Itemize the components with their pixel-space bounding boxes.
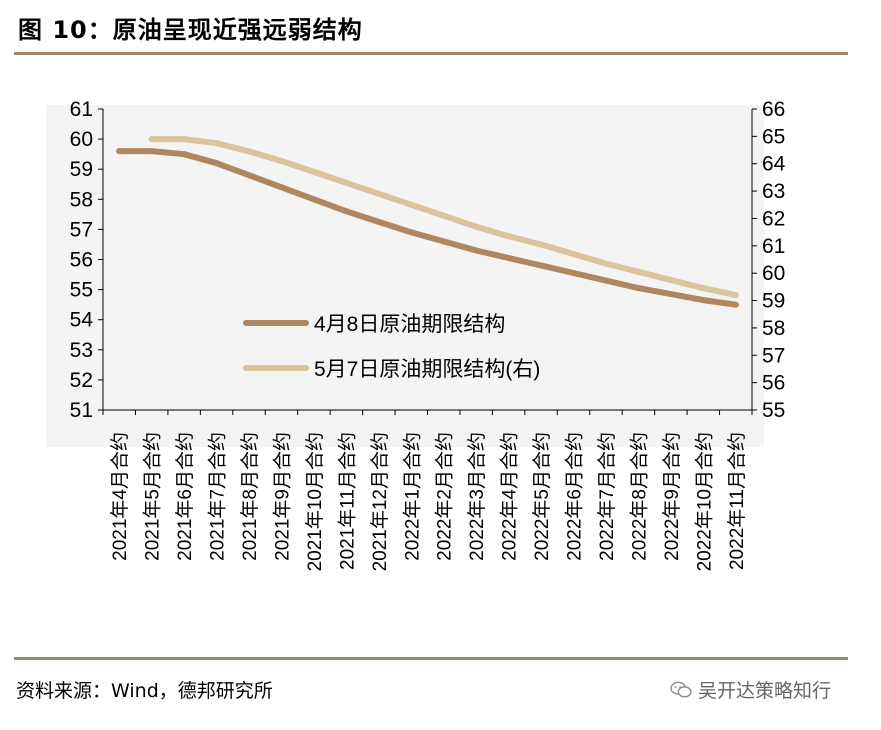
series-1-point [246,172,253,179]
series-1-point [213,160,220,167]
series-1-point [375,218,382,225]
series-2-point [473,223,480,230]
series-1-point [602,277,609,284]
series-2-point [700,285,707,292]
line-chart: 51 52 53 54 55 56 57 58 59 60 61 55 56 57 58 59 60 61 62 63… [46,98,786,571]
x-tick-label: 2021年12月合约 [369,432,391,571]
left-tick-label: 61 [70,98,93,121]
right-tick-label: 61 [762,235,785,258]
top-divider [14,52,848,55]
x-tick-label: 2022年3月合约 [466,432,488,561]
right-tick-label: 63 [762,180,785,203]
series-2-point [667,277,674,284]
series-1-point [343,208,350,215]
left-tick-label: 54 [70,309,94,332]
left-tick-label: 58 [70,188,93,211]
left-tick-label: 52 [70,369,93,392]
left-tick-label: 57 [70,218,93,241]
series-2-point [408,201,415,208]
series-2-point [440,212,447,219]
x-tick-label: 2021年5月合约 [142,432,164,561]
series-2-point [505,233,512,240]
series-2-point [213,140,220,147]
series-2-point [570,251,577,258]
series-1-point [408,229,415,236]
series-2-point [538,241,545,248]
left-tick-label: 56 [70,249,93,272]
x-tick-label: 2021年6月合约 [174,432,196,561]
right-tick-label: 65 [762,125,785,148]
series-2-point [278,157,285,164]
watermark: 吴开达策略知行 [670,676,831,703]
series-1-point [473,247,480,254]
right-tick-label: 66 [762,98,785,121]
source-note: 资料来源：Wind，德邦研究所 [16,680,273,702]
left-tick-label: 55 [70,279,93,302]
left-tick-label: 59 [70,158,93,181]
series-1-point [667,291,674,298]
left-tick-label: 60 [70,128,93,151]
x-tick-label: 2022年11月合约 [726,432,748,570]
series-2-point [732,292,739,299]
series-1-point [635,285,642,292]
x-tick-label: 2021年10月合约 [304,432,326,571]
series-2-point [343,179,350,186]
series-2-point [635,268,642,275]
series-line-1 [116,148,739,308]
right-tick-label: 60 [762,262,785,285]
series-1-point [310,196,317,203]
wechat-icon [670,681,692,697]
legend-label-2: 5月7日原油期限结构(右) [314,358,540,381]
figure-title: 图 10：原油呈现近强远弱结构 [18,16,363,44]
x-tick-label: 2022年5月合约 [531,432,553,561]
x-tick-label: 2021年7月合约 [207,432,229,561]
series-1-point [181,151,188,158]
x-tick-label: 2021年8月合约 [239,432,261,561]
x-tick-label: 2021年9月合约 [271,432,293,561]
watermark-text: 吴开达策略知行 [698,680,832,702]
right-tick-label: 64 [762,153,786,176]
left-tick-label: 53 [70,339,93,362]
chart-legend: 4月8日原油期限结构 5月7日原油期限结构(右) [243,313,540,381]
x-tick-label: 2022年6月合约 [564,432,586,561]
series-1-point [570,270,577,277]
series-2-point [310,168,317,175]
series-1-point [440,238,447,245]
series-2-point [602,260,609,267]
series-1-point [278,184,285,191]
x-tick-label: 2022年2月合约 [434,432,456,561]
series-2-point [375,190,382,197]
bottom-divider [14,657,848,660]
x-tick-label: 2022年8月合约 [628,432,650,561]
series-2-point [246,148,253,155]
x-tick-label: 2022年10月合约 [693,432,715,571]
series-1-point [700,297,707,304]
series-1-point [538,262,545,269]
x-tick-label: 2022年4月合约 [499,432,521,561]
x-tick-label: 2021年11月合约 [336,432,358,570]
series-2-point [181,136,188,143]
series-2-point [148,136,155,143]
x-tick-label: 2021年4月合约 [109,432,131,561]
right-tick-label: 57 [762,344,785,367]
x-tick-label: 2022年9月合约 [661,432,683,561]
x-tick-label: 2022年1月合约 [401,432,423,561]
chart-series [116,136,739,308]
right-tick-label: 62 [762,207,785,230]
right-tick-label: 56 [762,372,785,395]
right-tick-label: 59 [762,290,785,313]
series-1-point [116,148,123,155]
series-1-point [148,148,155,155]
legend-label-1: 4月8日原油期限结构 [314,313,505,336]
series-1-point [505,254,512,261]
right-tick-label: 58 [762,317,785,340]
left-tick-label: 51 [70,399,93,422]
x-tick-label: 2022年7月合约 [596,432,618,561]
series-1-point [732,301,739,308]
right-tick-label: 55 [762,399,785,422]
chart-axes: 51 52 53 54 55 56 57 58 59 60 61 55 56 57 58 59 60 61 62 63… [70,98,786,571]
